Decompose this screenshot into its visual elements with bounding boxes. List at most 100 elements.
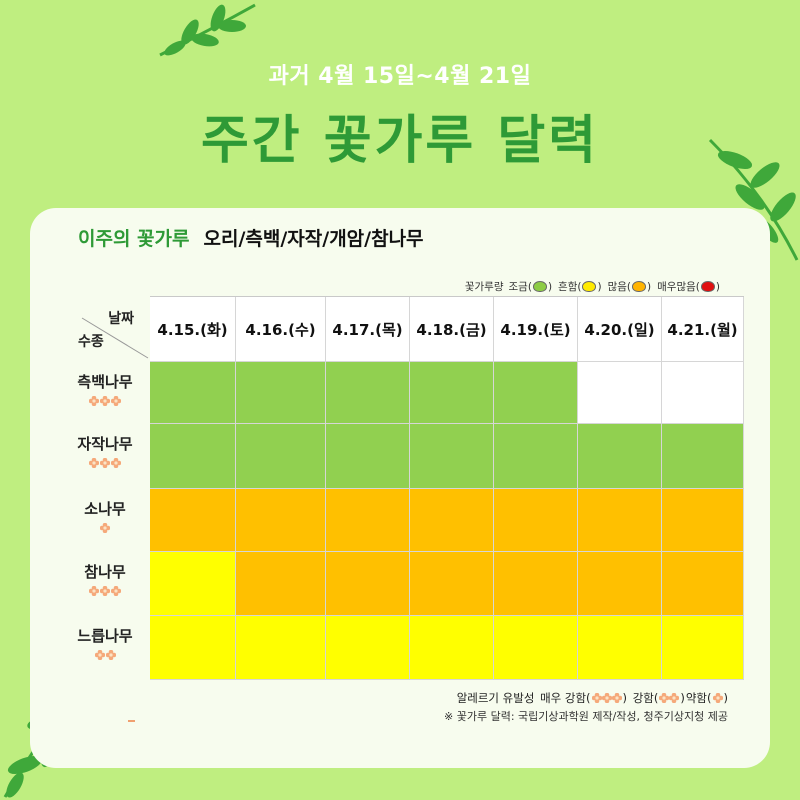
card-header: 이주의 꽃가루 오리/측백/자작/개암/참나무 bbox=[78, 224, 424, 251]
header-highlight: 이주의 꽃가루 bbox=[78, 228, 190, 250]
legend-swatch-icon bbox=[532, 281, 547, 292]
pollen-level-cell bbox=[326, 424, 410, 489]
pollen-level-cell bbox=[326, 362, 410, 424]
paren: ) bbox=[547, 280, 553, 293]
flower-icon bbox=[111, 458, 121, 468]
flower-icon bbox=[111, 396, 121, 406]
close-paren: ) bbox=[622, 691, 628, 705]
pollen-level-cell bbox=[662, 424, 744, 489]
date-header: 4.20.(일) bbox=[578, 297, 662, 362]
pollen-level-cell bbox=[410, 552, 494, 616]
diagonal-line bbox=[81, 317, 149, 359]
legend-swatch-icon bbox=[700, 281, 715, 292]
period-subtitle: 과거 4월 15일~4월 21일 bbox=[268, 64, 532, 89]
date-header: 4.16.(수) bbox=[236, 297, 326, 362]
flower-icon bbox=[712, 693, 723, 703]
species-name: 측백나무 bbox=[77, 373, 133, 391]
leaf-branch-icon bbox=[159, 3, 256, 57]
pollen-level-cell bbox=[410, 489, 494, 552]
pollen-level-cell bbox=[410, 362, 494, 424]
species-row-label: 소나무 bbox=[60, 498, 150, 533]
allergy-legend: 알레르기 유발성 매우 강함( ) 강함( ) 약함( ) bbox=[457, 690, 728, 706]
pollen-level-cell bbox=[662, 552, 744, 616]
date-header: 4.19.(토) bbox=[494, 297, 578, 362]
pollen-level-cell bbox=[326, 552, 410, 616]
allergy-flowers bbox=[60, 586, 150, 596]
very-strong-flowers bbox=[591, 693, 622, 703]
paren: ( bbox=[626, 280, 632, 293]
pollen-level-cell bbox=[578, 616, 662, 680]
pollen-level-cell bbox=[662, 362, 744, 424]
flower-icon bbox=[89, 586, 99, 596]
flower-icon bbox=[669, 693, 680, 703]
table-corner-header: 날짜 수종 bbox=[60, 296, 150, 361]
corner-species-label: 수종 bbox=[78, 334, 104, 350]
flower-icon bbox=[100, 396, 110, 406]
pollen-level-cell bbox=[150, 489, 236, 552]
species-name: 참나무 bbox=[84, 563, 126, 581]
weak-flowers bbox=[712, 693, 723, 703]
flower-icon bbox=[601, 693, 612, 703]
paren: ) bbox=[715, 280, 720, 293]
header-trees: 오리/측백/자작/개암/참나무 bbox=[203, 228, 424, 250]
flower-icon bbox=[659, 693, 670, 703]
pollen-level-cell bbox=[410, 616, 494, 680]
pollen-level-cell bbox=[150, 552, 236, 616]
very-strong-label: 매우 강함( bbox=[540, 691, 591, 705]
pollen-level-cell bbox=[578, 362, 662, 424]
pollen-level-cell bbox=[578, 489, 662, 552]
legend-item-label: 많음 bbox=[607, 281, 627, 293]
paren: ( bbox=[577, 280, 582, 293]
pollen-level-legend: 꽃가루량 조금() 흔함() 많음() 매우많음() bbox=[465, 279, 720, 294]
close-paren: ) bbox=[723, 691, 729, 705]
legend-item-label: 매우많음 bbox=[657, 281, 696, 293]
close-paren: ) bbox=[680, 691, 685, 705]
legend-items: 조금() 흔함() 많음() 매우많음() bbox=[506, 279, 721, 294]
species-row-label: 측백나무 bbox=[60, 371, 150, 406]
pollen-level-cell bbox=[150, 616, 236, 680]
species-name: 느릅나무 bbox=[77, 627, 133, 645]
flower-icon bbox=[611, 693, 622, 703]
paren: ) bbox=[647, 280, 652, 293]
species-row-label: 느릅나무 bbox=[60, 625, 150, 660]
species-row-label: 자작나무 bbox=[60, 433, 150, 468]
flower-icon bbox=[111, 586, 121, 596]
pollen-level-cell bbox=[578, 424, 662, 489]
pollen-level-cell bbox=[494, 489, 578, 552]
species-row-label: 참나무 bbox=[60, 561, 150, 596]
pollen-level-cell bbox=[662, 616, 744, 680]
pollen-level-cell bbox=[236, 424, 326, 489]
pollen-level-cell bbox=[494, 616, 578, 680]
species-name: 자작나무 bbox=[77, 435, 133, 453]
strong-flowers bbox=[659, 693, 680, 703]
allergy-flowers bbox=[60, 523, 150, 533]
species-name: 소나무 bbox=[84, 500, 126, 518]
date-header: 4.18.(금) bbox=[410, 297, 494, 362]
corner-date-label: 날짜 bbox=[108, 311, 134, 327]
strong-label: 강함( bbox=[632, 691, 659, 705]
allergy-prefix: 알레르기 유발성 bbox=[456, 691, 535, 705]
pollen-level-cell bbox=[494, 362, 578, 424]
pollen-level-cell bbox=[494, 552, 578, 616]
pollen-level-cell bbox=[410, 424, 494, 489]
date-header: 4.15.(화) bbox=[150, 297, 236, 362]
pollen-calendar-card: 이주의 꽃가루 오리/측백/자작/개암/참나무 꽃가루량 조금() 흔함() 많음()… bbox=[30, 208, 770, 768]
flower-icon bbox=[105, 650, 116, 660]
pollen-level-cell bbox=[236, 552, 326, 616]
pollen-grid: 4.15.(화) 4.16.(수) 4.17.(목) 4.18.(금) 4.19.(토)… bbox=[150, 296, 744, 680]
date-header: 4.17.(목) bbox=[326, 297, 410, 362]
flower-icon bbox=[100, 458, 110, 468]
pollen-level-cell bbox=[494, 424, 578, 489]
pollen-level-cell bbox=[326, 489, 410, 552]
flower-icon bbox=[89, 396, 99, 406]
paren: ) bbox=[597, 280, 602, 293]
flower-icon bbox=[100, 586, 110, 596]
paren: ( bbox=[527, 280, 532, 293]
credit-note: ※ 꽃가루 달력: 국립기상과학원 제작/작성, 청주기상지청 제공 bbox=[444, 710, 728, 723]
flower-icon bbox=[100, 523, 110, 533]
weak-label: 약함( bbox=[685, 691, 712, 705]
legend-swatch-icon bbox=[582, 281, 597, 292]
legend-swatch-icon bbox=[632, 281, 647, 292]
allergy-flowers bbox=[60, 650, 150, 660]
pollen-level-cell bbox=[662, 489, 744, 552]
